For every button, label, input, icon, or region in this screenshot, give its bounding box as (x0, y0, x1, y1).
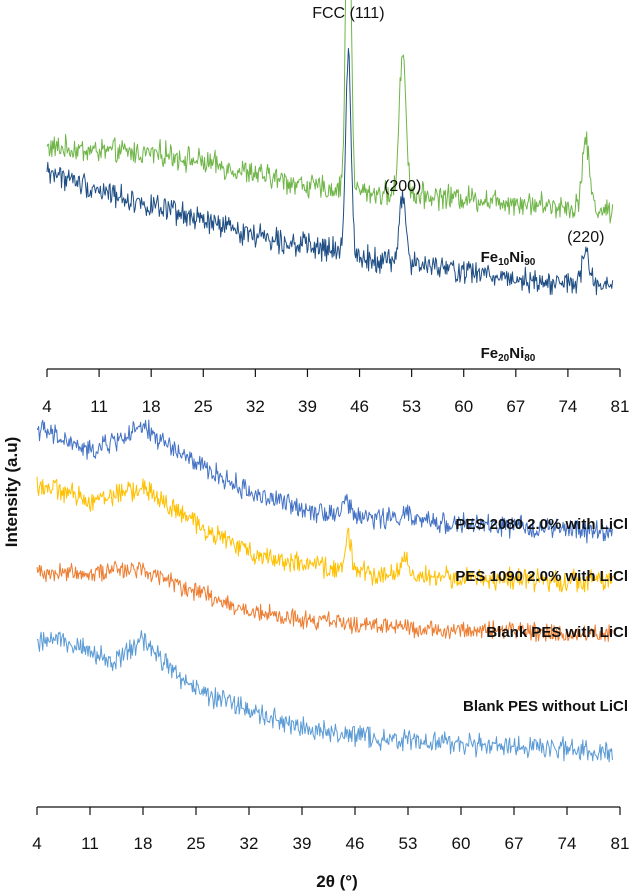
x-axis-title: 2θ (°) (316, 872, 358, 891)
x-tick-label: 32 (240, 834, 259, 853)
x-tick-label: 11 (90, 397, 108, 416)
top-series-labels: Fe10Ni90 Fe20Ni80 (481, 249, 536, 364)
bottom-series-labels: PES 2080 2.0% with LiCl PES 1090 2.0% wit… (455, 516, 628, 715)
top-peak-labels: FCC (111) (200) (220) (312, 5, 604, 246)
x-tick-label: 46 (350, 397, 369, 416)
x-tick-label: 25 (187, 834, 206, 853)
bottom-panel: 4 11 18 25 32 39 46 53 60 67 74 81 PES 2080 2.0% wi… (2, 419, 629, 891)
series-label: Fe20Ni80 (481, 345, 536, 364)
x-tick-label: 81 (611, 397, 630, 416)
series-line (46, 48, 614, 296)
x-tick-label: 67 (506, 397, 525, 416)
series-line (36, 476, 613, 593)
x-tick-label: 18 (142, 397, 161, 416)
series-line (36, 630, 613, 763)
top-panel: 4 11 18 25 32 39 46 53 60 67 74 81 FCC (111) (200) (2… (42, 0, 629, 416)
x-tick-label: 60 (452, 834, 471, 853)
bottom-traces (36, 419, 613, 763)
x-tick-label: 46 (346, 834, 365, 853)
x-tick-label: 25 (194, 397, 213, 416)
y-axis-title: Intensity (a.u) (2, 437, 21, 548)
series-line (36, 560, 613, 643)
series-label: PES 2080 2.0% with LiCl (455, 516, 628, 533)
x-tick-label: 4 (42, 397, 51, 416)
bottom-x-tick-labels: 4 11 18 25 32 39 46 53 60 67 74 81 (32, 834, 629, 853)
bottom-x-ticks (36, 807, 621, 815)
x-tick-label: 39 (293, 834, 312, 853)
x-tick-label: 18 (134, 834, 153, 853)
series-line (46, 0, 614, 224)
x-tick-label: 81 (611, 834, 630, 853)
x-tick-label: 60 (454, 397, 473, 416)
series-label: Blank PES without LiCl (463, 698, 628, 715)
x-tick-label: 74 (558, 397, 577, 416)
x-tick-label: 53 (402, 397, 421, 416)
series-label: Blank PES with LiCl (486, 624, 628, 641)
x-tick-label: 32 (246, 397, 265, 416)
x-tick-label: 39 (298, 397, 317, 416)
top-traces (46, 0, 614, 296)
x-tick-label: 11 (81, 834, 99, 853)
peak-label: (200) (384, 178, 421, 195)
x-tick-label: 53 (399, 834, 418, 853)
peak-label: FCC (111) (312, 5, 384, 22)
top-x-ticks (46, 369, 621, 377)
top-x-tick-labels: 4 11 18 25 32 39 46 53 60 67 74 81 (42, 397, 629, 416)
series-label: PES 1090 2.0% with LiCl (455, 568, 628, 585)
x-tick-label: 4 (32, 834, 41, 853)
series-line (36, 419, 613, 544)
x-tick-label: 74 (558, 834, 577, 853)
series-label: Fe10Ni90 (481, 249, 536, 268)
x-tick-label: 67 (505, 834, 524, 853)
peak-label: (220) (567, 229, 604, 246)
